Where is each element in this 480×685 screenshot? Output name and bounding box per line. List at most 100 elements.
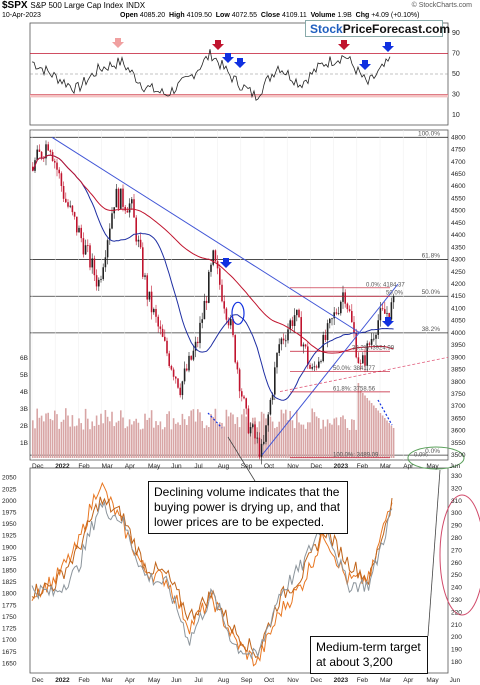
candle-body bbox=[392, 296, 395, 303]
volume-bar bbox=[208, 427, 210, 458]
volume-bar bbox=[84, 408, 87, 458]
volume-bar bbox=[45, 413, 47, 458]
metals-series-line bbox=[31, 496, 393, 659]
low-label: Low bbox=[215, 12, 230, 19]
metals-left-tick: 2000 bbox=[2, 498, 17, 505]
volume-bar bbox=[157, 425, 159, 458]
candle-body bbox=[186, 368, 188, 371]
rsi-tick-label: 90 bbox=[452, 30, 460, 37]
close-value: 4109.11 bbox=[281, 12, 307, 19]
volume-bar bbox=[289, 410, 291, 458]
volume-bar bbox=[274, 428, 276, 458]
candle-body bbox=[87, 245, 89, 247]
candle-body bbox=[210, 264, 212, 272]
candle-body bbox=[104, 257, 107, 268]
metals-right-tick: 300 bbox=[451, 510, 462, 517]
volume-bar bbox=[166, 413, 168, 458]
candle-body bbox=[260, 443, 263, 458]
candle-body bbox=[62, 186, 65, 199]
volume-bar bbox=[131, 424, 133, 458]
metals-series-line bbox=[31, 481, 393, 667]
metals-left-tick: 1775 bbox=[2, 602, 17, 609]
rsi-oversold-band bbox=[30, 94, 448, 98]
volume-bar bbox=[335, 417, 338, 458]
candle-body bbox=[93, 258, 96, 276]
candle-body bbox=[351, 311, 353, 323]
volume-tick-label: 5B bbox=[20, 372, 28, 379]
metals-right-tick: 270 bbox=[451, 547, 462, 554]
price-x-label: May bbox=[148, 463, 161, 470]
price-x-label: Mar bbox=[102, 463, 114, 470]
ma200-line bbox=[32, 154, 394, 354]
volume-bar bbox=[98, 424, 100, 458]
volume-bar bbox=[285, 409, 287, 458]
metals-right-tick: 220 bbox=[451, 609, 462, 616]
fib-label: 50.0% bbox=[422, 289, 441, 296]
candle-body bbox=[227, 319, 230, 326]
candle-body bbox=[146, 275, 148, 300]
candle-body bbox=[84, 245, 87, 255]
candle-body bbox=[212, 250, 214, 265]
volume-bar bbox=[252, 417, 254, 458]
volume-value: 1.9B bbox=[337, 12, 352, 19]
rsi-tick-label: 30 bbox=[452, 91, 460, 98]
price-x-label: May bbox=[426, 463, 439, 470]
candle-body bbox=[375, 334, 377, 339]
candle-body bbox=[254, 424, 256, 439]
price-layer bbox=[32, 140, 395, 465]
price-x-label: Jul bbox=[194, 463, 203, 470]
candle-body bbox=[300, 317, 302, 347]
metals-left-tick: 1950 bbox=[2, 521, 17, 528]
volume-bar bbox=[95, 415, 98, 458]
volume-bar bbox=[212, 417, 214, 458]
volume-bar bbox=[282, 413, 285, 458]
candle-body bbox=[120, 188, 122, 209]
downtrend-line bbox=[51, 136, 361, 334]
fib-retrace-label: 38.2%: 3924.99 bbox=[352, 346, 395, 352]
candle-body bbox=[126, 210, 129, 213]
volume-bar bbox=[43, 421, 45, 458]
volume-bar bbox=[135, 418, 137, 458]
metals-left-tick: 1675 bbox=[2, 649, 17, 656]
uptrend-line bbox=[261, 283, 399, 456]
volume-bar bbox=[115, 422, 118, 458]
candle-body bbox=[109, 228, 111, 241]
price-x-label: 2022 bbox=[55, 463, 70, 470]
volume-bar bbox=[111, 411, 113, 458]
candle-body bbox=[142, 247, 144, 277]
price-tick-label: 4750 bbox=[451, 147, 466, 154]
volume-bar bbox=[78, 418, 80, 458]
volume-bar bbox=[168, 411, 170, 458]
volume-bar bbox=[366, 398, 368, 458]
volume-bar bbox=[51, 420, 54, 458]
candle-body bbox=[329, 318, 331, 324]
candle-body bbox=[150, 291, 153, 313]
candle-body bbox=[73, 212, 76, 217]
price-x-label: Jun bbox=[450, 463, 461, 470]
volume-bar bbox=[241, 414, 243, 458]
candle-body bbox=[368, 343, 371, 345]
volume-bar bbox=[234, 423, 236, 458]
volume-bar bbox=[155, 421, 157, 458]
volume-bar bbox=[148, 417, 151, 458]
metals-right-tick: 320 bbox=[451, 485, 462, 492]
candle-body bbox=[298, 309, 300, 318]
volume-bar bbox=[355, 429, 357, 458]
candle-body bbox=[234, 335, 236, 363]
candle-body bbox=[291, 320, 294, 326]
metals-right-tick: 240 bbox=[451, 585, 462, 592]
volume-bar bbox=[56, 414, 58, 458]
volume-bar bbox=[375, 408, 377, 458]
candle-body bbox=[155, 308, 157, 317]
price-x-label: Dec bbox=[32, 463, 44, 470]
volume-bar bbox=[170, 429, 173, 458]
candle-body bbox=[98, 279, 100, 287]
fib-label: 100.0% bbox=[418, 130, 440, 137]
volume-bar bbox=[179, 424, 181, 458]
price-x-label: Aug bbox=[218, 463, 230, 470]
candle-body bbox=[56, 162, 58, 170]
volume-bar bbox=[89, 429, 91, 458]
volume-bar bbox=[73, 426, 76, 458]
volume-tick-label: 4B bbox=[20, 389, 28, 396]
brand-logo: StockPriceForecast.com bbox=[305, 20, 450, 37]
